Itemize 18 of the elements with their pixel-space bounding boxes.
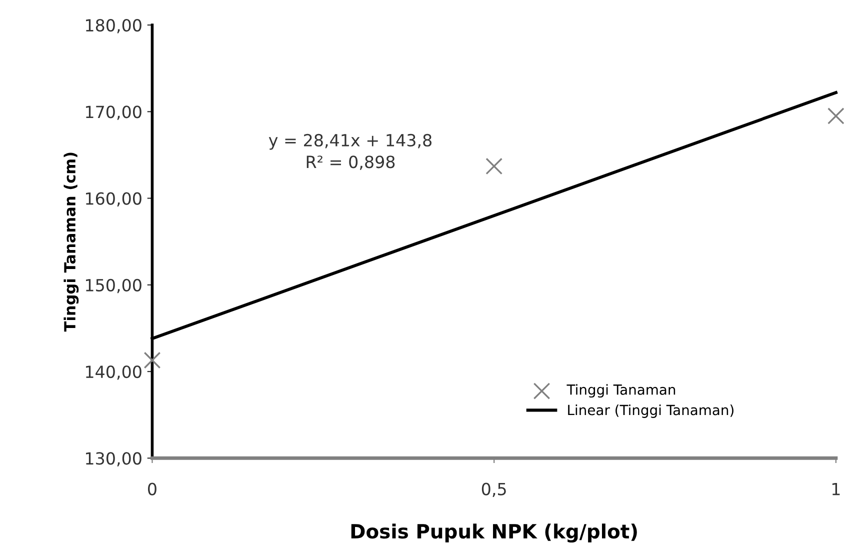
y-tick-label: 170,00 (86, 106, 142, 120)
y-tick-label: 130,00 (86, 452, 142, 466)
y-tick-label: 160,00 (86, 192, 142, 207)
x-axis-title: Dosis Pupuk NPK (kg/plot) (351, 524, 637, 543)
legend-label: Tinggi Tanaman (566, 384, 676, 398)
x-tick-label: 1 (832, 482, 840, 496)
y-tick-label: 180,00 (86, 18, 142, 34)
y-tick-label: 150,00 (86, 278, 142, 294)
legend-label: Linear (Tinggi Tanaman) (568, 404, 734, 418)
point (827, 108, 844, 124)
y-tick-label: 140,00 (86, 365, 142, 380)
y-axis-title: Tinggi Tanaman (cm) (64, 152, 79, 332)
x-tick-label: 0 (148, 482, 156, 496)
annotation: R² = 0,898 (306, 156, 395, 170)
x-tick-label: 0,5 (482, 482, 506, 498)
point (486, 158, 503, 175)
point (144, 352, 161, 369)
annotation: y = 28,41x + 143,8 (268, 134, 432, 150)
